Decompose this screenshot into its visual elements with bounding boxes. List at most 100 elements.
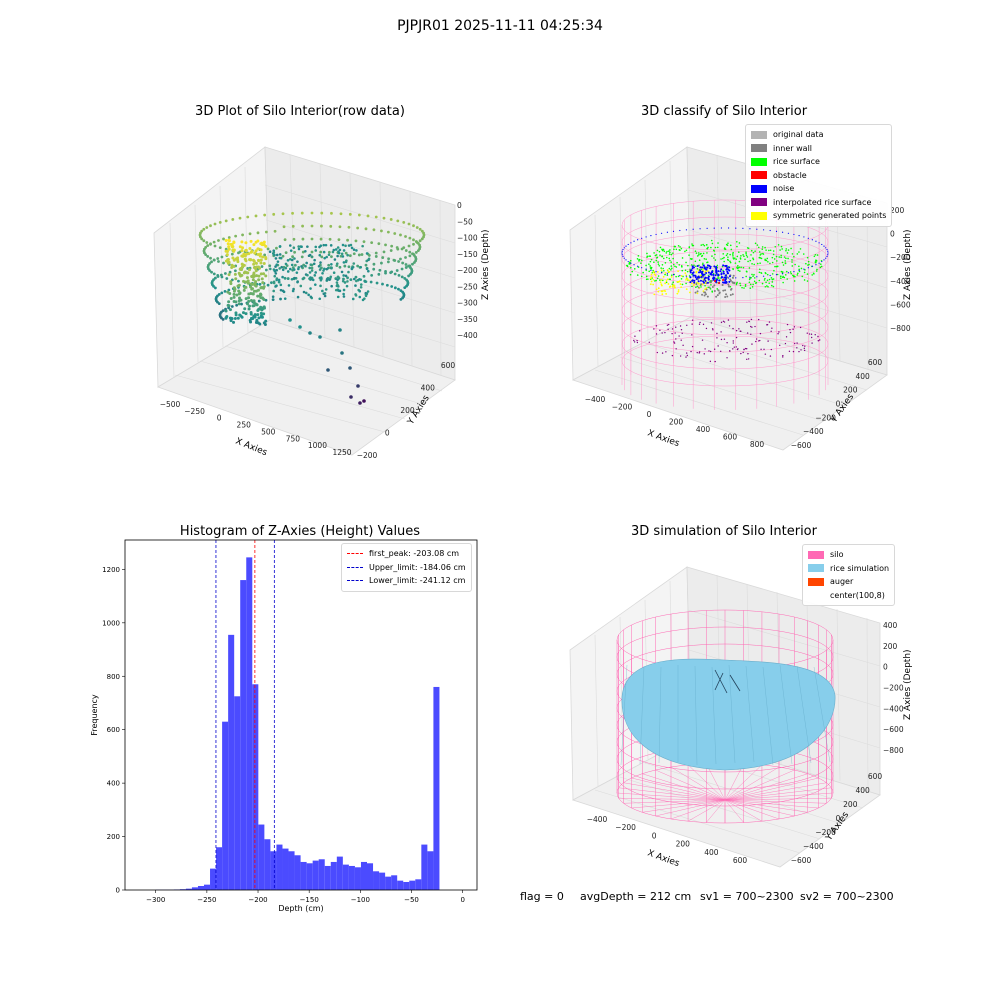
rice-surface-point (657, 263, 660, 265)
raw-point (246, 279, 250, 283)
symmetric-point (650, 276, 653, 279)
cylinder-wire-ring (621, 216, 829, 268)
noise-point (728, 275, 731, 278)
raw-point (341, 243, 345, 247)
legend-label: rice surface (773, 157, 820, 167)
rice-surface-point (694, 260, 697, 263)
rice-surface-point (645, 269, 648, 271)
rice-surface-point (663, 269, 665, 272)
raw-point (378, 268, 382, 272)
raw-point (247, 307, 251, 311)
raw-point (306, 273, 309, 277)
raw-point (334, 288, 338, 292)
raw-point (344, 244, 347, 248)
noise-point (781, 273, 784, 275)
raw-point (314, 271, 317, 274)
raw-point (273, 229, 277, 233)
inner-wall-point (713, 289, 716, 292)
rice-surface-point (655, 259, 658, 262)
rice-surface-point (806, 273, 809, 275)
rice-surface-point (801, 275, 804, 278)
raw-point (307, 293, 310, 297)
legend-swatch (751, 130, 767, 139)
rice-surface-point (714, 259, 717, 261)
raw-point (342, 274, 345, 277)
interpolated-point (653, 328, 655, 330)
interpolated-point (799, 326, 802, 329)
interpolated-point (671, 354, 674, 357)
symmetric-point (686, 278, 689, 281)
raw-point (221, 309, 225, 313)
raw-point (319, 276, 323, 279)
histogram-frame (124, 539, 478, 891)
raw-point (400, 247, 404, 251)
rice-surface-point (781, 261, 784, 264)
raw-point (414, 255, 418, 259)
noise-point (722, 264, 725, 267)
raw-point (222, 261, 225, 265)
sim-x-tick-1: −200 (615, 823, 636, 832)
raw-point (310, 211, 314, 215)
raw-point (380, 261, 383, 265)
rice-surface-point (800, 267, 803, 270)
raw-z-tick-7: −350 (457, 315, 478, 324)
noise-point (650, 269, 652, 271)
rice-surface-point (684, 250, 686, 253)
noise-point (645, 236, 647, 238)
raw-point (349, 243, 353, 247)
raw-point (346, 253, 349, 257)
raw-point (399, 233, 402, 237)
interpolated-point (680, 329, 683, 331)
noise-point (720, 227, 723, 229)
rice-surface-point (709, 288, 712, 290)
raw-point (259, 261, 263, 265)
raw-point (389, 271, 393, 275)
rice-surface-point (685, 261, 687, 264)
raw-point (257, 265, 261, 269)
rice-surface-point (757, 246, 760, 249)
rice-surface-point (723, 260, 725, 263)
rice-surface-point (796, 272, 799, 275)
raw-point (238, 296, 242, 300)
noise-point (711, 270, 714, 273)
rice-surface-point (752, 251, 755, 254)
raw-point (372, 262, 376, 266)
rice-surface-point (710, 246, 712, 249)
interpolated-point (804, 345, 806, 347)
noise-point (706, 266, 709, 269)
noise-point (807, 267, 809, 269)
rice-surface-point (806, 256, 809, 259)
interpolated-point (768, 321, 771, 323)
classify-y-tick-4: 200 (843, 386, 858, 395)
histogram-y-tick-label: 1200 (102, 566, 120, 574)
raw-point (300, 265, 303, 268)
rice-surface-point (674, 265, 676, 268)
rice-surface-point (743, 255, 745, 258)
symmetric-point (661, 290, 664, 293)
rice-surface-point (756, 244, 759, 246)
symmetric-point (680, 275, 683, 277)
raw-point (240, 240, 244, 244)
noise-point (714, 274, 717, 277)
symmetric-point (664, 282, 667, 285)
rice-surface-point (739, 284, 742, 287)
rice-surface-point (820, 265, 823, 268)
raw-point (249, 298, 253, 302)
interpolated-point (723, 321, 726, 323)
rice-surface-point (732, 251, 734, 254)
interpolated-point (732, 327, 734, 330)
sim-x-tick-5: 600 (733, 856, 748, 865)
raw-point (374, 215, 378, 219)
rice-surface-point (785, 248, 788, 250)
symmetric-point (654, 274, 657, 277)
noise-point (815, 264, 817, 266)
symmetric-point (649, 277, 652, 280)
raw-point (232, 286, 236, 290)
rice-surface-point (670, 269, 672, 271)
raw-point (418, 227, 422, 231)
raw-point (319, 278, 323, 282)
raw-point (344, 274, 348, 278)
interpolated-point (817, 340, 820, 342)
inner-wall-point (721, 283, 724, 286)
interpolated-point (810, 336, 813, 339)
